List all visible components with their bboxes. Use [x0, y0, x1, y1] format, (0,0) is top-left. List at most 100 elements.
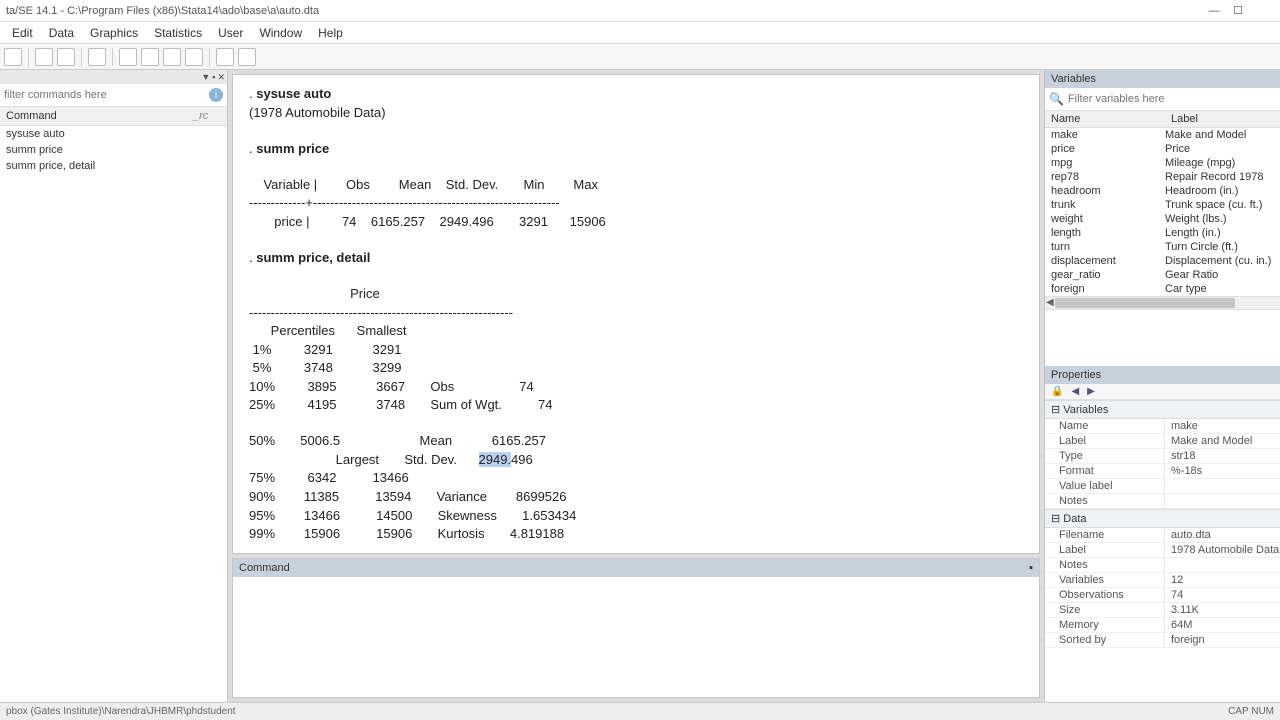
- right-panel: Variables 🔍 Name Label makeMake and Mode…: [1044, 70, 1280, 702]
- command-label: Command: [239, 562, 290, 574]
- toolbar-button[interactable]: [163, 48, 181, 66]
- prop-value: auto.dta: [1165, 528, 1280, 543]
- main-area: ▼ ▪ ✕ i Command _rc sysuse auto summ pri…: [0, 70, 1280, 702]
- horizontal-scrollbar[interactable]: ◀: [1045, 296, 1280, 310]
- property-row: Size3.11K: [1045, 603, 1280, 618]
- variable-row[interactable]: gear_ratioGear Ratio: [1045, 268, 1280, 282]
- toolbar-button[interactable]: [119, 48, 137, 66]
- command-pin-icon[interactable]: ▪: [1029, 562, 1033, 574]
- minimize-icon[interactable]: —: [1202, 5, 1226, 17]
- var-name: gear_ratio: [1045, 269, 1165, 281]
- prop-value: 1978 Automobile Data: [1165, 543, 1280, 558]
- menu-help[interactable]: Help: [310, 26, 351, 40]
- variable-row[interactable]: trunkTrunk space (cu. ft.): [1045, 198, 1280, 212]
- var-name: price: [1045, 143, 1165, 155]
- review-item[interactable]: sysuse auto: [0, 126, 227, 142]
- col-command[interactable]: Command: [0, 107, 187, 125]
- toolbar-button[interactable]: [4, 48, 22, 66]
- props-group-variables[interactable]: ⊟ Variables: [1045, 400, 1280, 419]
- results-window[interactable]: . sysuse auto (1978 Automobile Data) . s…: [232, 74, 1040, 554]
- property-row: Notes: [1045, 558, 1280, 573]
- var-label: Mileage (mpg): [1165, 157, 1280, 169]
- var-label: Repair Record 1978: [1165, 171, 1280, 183]
- prop-key: Notes: [1045, 494, 1165, 509]
- prop-value: 12: [1165, 573, 1280, 588]
- info-icon[interactable]: i: [209, 88, 223, 102]
- menu-edit[interactable]: Edit: [4, 26, 41, 40]
- command-input[interactable]: [233, 577, 1039, 697]
- scroll-left-icon[interactable]: ◀: [1046, 297, 1054, 308]
- prop-value: 74: [1165, 588, 1280, 603]
- toolbar-button[interactable]: [238, 48, 256, 66]
- menu-window[interactable]: Window: [251, 26, 310, 40]
- review-filter-input[interactable]: [4, 89, 205, 101]
- variable-row[interactable]: mpgMileage (mpg): [1045, 156, 1280, 170]
- search-icon: 🔍: [1049, 92, 1064, 106]
- lock-icon[interactable]: 🔒: [1051, 386, 1063, 397]
- menu-statistics[interactable]: Statistics: [146, 26, 210, 40]
- toolbar-button[interactable]: [88, 48, 106, 66]
- maximize-icon[interactable]: ☐: [1226, 4, 1250, 17]
- review-columns: Command _rc: [0, 107, 227, 126]
- panel-close-icon[interactable]: ✕: [217, 72, 225, 83]
- properties-header: Properties: [1045, 366, 1280, 384]
- var-name: turn: [1045, 241, 1165, 253]
- toolbar-button[interactable]: [216, 48, 234, 66]
- variable-row[interactable]: pricePrice: [1045, 142, 1280, 156]
- prop-value: [1165, 558, 1280, 573]
- prop-value: str18: [1165, 449, 1280, 464]
- var-name: trunk: [1045, 199, 1165, 211]
- review-panel: ▼ ▪ ✕ i Command _rc sysuse auto summ pri…: [0, 70, 228, 702]
- variable-row[interactable]: foreignCar type: [1045, 282, 1280, 296]
- property-row: Notes: [1045, 494, 1280, 509]
- toolbar-button[interactable]: [185, 48, 203, 66]
- prop-key: Type: [1045, 449, 1165, 464]
- panel-pin-icon[interactable]: ▪: [212, 72, 215, 82]
- menu-graphics[interactable]: Graphics: [82, 26, 146, 40]
- property-row: Format%-18s: [1045, 464, 1280, 479]
- prop-key: Memory: [1045, 618, 1165, 633]
- review-item[interactable]: summ price: [0, 142, 227, 158]
- title-bar: ta/SE 14.1 - C:\Program Files (x86)\Stat…: [0, 0, 1280, 22]
- scrollbar-thumb[interactable]: [1055, 298, 1235, 308]
- var-name: length: [1045, 227, 1165, 239]
- property-row: Filenameauto.dta: [1045, 528, 1280, 543]
- col-label[interactable]: Label: [1165, 111, 1280, 127]
- prop-value: 64M: [1165, 618, 1280, 633]
- variable-row[interactable]: turnTurn Circle (ft.): [1045, 240, 1280, 254]
- toolbar-button[interactable]: [57, 48, 75, 66]
- var-label: Gear Ratio: [1165, 269, 1280, 281]
- variables-filter-input[interactable]: [1068, 93, 1276, 105]
- property-row: Value label: [1045, 479, 1280, 494]
- panel-dropdown-icon[interactable]: ▼: [201, 72, 210, 82]
- prop-key: Variables: [1045, 573, 1165, 588]
- highlighted-text: 2949.: [479, 452, 512, 467]
- review-item[interactable]: summ price, detail: [0, 158, 227, 174]
- variable-row[interactable]: headroomHeadroom (in.): [1045, 184, 1280, 198]
- prop-key: Label: [1045, 434, 1165, 449]
- variable-row[interactable]: makeMake and Model: [1045, 128, 1280, 142]
- variable-row[interactable]: displacementDisplacement (cu. in.): [1045, 254, 1280, 268]
- variable-row[interactable]: weightWeight (lbs.): [1045, 212, 1280, 226]
- var-label: Price: [1165, 143, 1280, 155]
- prop-key: Format: [1045, 464, 1165, 479]
- props-group-data[interactable]: ⊟ Data: [1045, 509, 1280, 528]
- property-row: Memory64M: [1045, 618, 1280, 633]
- next-icon[interactable]: ▶: [1087, 386, 1095, 397]
- variable-row[interactable]: lengthLength (in.): [1045, 226, 1280, 240]
- menu-user[interactable]: User: [210, 26, 251, 40]
- toolbar-button[interactable]: [35, 48, 53, 66]
- col-name[interactable]: Name: [1045, 111, 1165, 127]
- var-name: weight: [1045, 213, 1165, 225]
- status-caps: CAP NUM: [1228, 706, 1274, 717]
- col-rc[interactable]: _rc: [187, 107, 227, 125]
- prev-icon[interactable]: ◀: [1071, 386, 1079, 397]
- prop-value: make: [1165, 419, 1280, 434]
- property-row: Observations74: [1045, 588, 1280, 603]
- var-label: Car type: [1165, 283, 1280, 295]
- menu-data[interactable]: Data: [41, 26, 82, 40]
- prop-key: Notes: [1045, 558, 1165, 573]
- prop-key: Name: [1045, 419, 1165, 434]
- toolbar-button[interactable]: [141, 48, 159, 66]
- variable-row[interactable]: rep78Repair Record 1978: [1045, 170, 1280, 184]
